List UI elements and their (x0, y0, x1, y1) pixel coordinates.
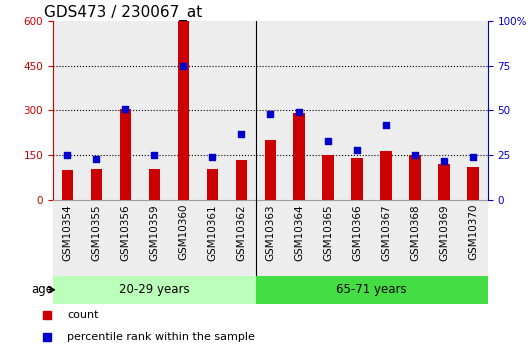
Bar (169, 200, 198, 276)
Text: GSM10364: GSM10364 (294, 204, 304, 260)
Bar (148, 169, 160, 200)
Bar (256, 200, 285, 276)
Point (150, 152, 158, 158)
Point (179, 63, 188, 68)
Bar (82, 21, 111, 200)
Point (353, 147, 361, 152)
Bar (381, 151, 392, 200)
Bar (372, 21, 401, 200)
Point (469, 154, 478, 160)
Bar (111, 200, 140, 276)
Point (208, 154, 217, 160)
Bar (351, 158, 363, 200)
Text: GSM10365: GSM10365 (323, 204, 333, 260)
Bar (207, 169, 218, 200)
Text: age: age (31, 283, 53, 296)
Bar (61, 170, 73, 200)
Text: GSM10366: GSM10366 (352, 204, 362, 260)
Bar (198, 21, 227, 200)
Bar (372, 200, 401, 276)
Text: GSM10354: GSM10354 (63, 204, 73, 260)
Bar (467, 167, 479, 200)
Bar (111, 21, 140, 200)
Text: GSM10361: GSM10361 (207, 204, 217, 260)
Bar (227, 200, 256, 276)
Bar (294, 114, 305, 200)
Point (382, 122, 391, 128)
Text: GSM10355: GSM10355 (92, 204, 101, 260)
Bar (53, 276, 256, 304)
Text: GSM10359: GSM10359 (149, 204, 160, 260)
Text: GSM10370: GSM10370 (468, 204, 478, 260)
Bar (343, 21, 372, 200)
Bar (401, 21, 430, 200)
Text: count: count (67, 310, 99, 320)
Text: GSM10360: GSM10360 (179, 204, 188, 260)
Bar (314, 21, 343, 200)
Point (63, 152, 72, 158)
Point (411, 152, 419, 158)
Text: GSM10362: GSM10362 (236, 204, 246, 260)
Bar (458, 200, 488, 276)
Text: GSM10367: GSM10367 (381, 204, 391, 260)
Bar (409, 155, 421, 200)
Bar (430, 21, 458, 200)
Text: 65-71 years: 65-71 years (337, 283, 407, 296)
Bar (401, 200, 430, 276)
Text: GSM10369: GSM10369 (439, 204, 449, 260)
Text: GSM10363: GSM10363 (266, 204, 275, 260)
Bar (458, 21, 488, 200)
Bar (322, 155, 334, 200)
Bar (140, 21, 169, 200)
Point (266, 111, 275, 117)
Bar (120, 109, 131, 200)
Bar (285, 21, 314, 200)
Text: GSM10356: GSM10356 (120, 204, 130, 260)
Bar (438, 164, 450, 200)
Bar (53, 200, 82, 276)
Bar (198, 200, 227, 276)
Text: GDS473 / 230067_at: GDS473 / 230067_at (45, 4, 202, 21)
Bar (53, 21, 82, 200)
Text: GSM10368: GSM10368 (410, 204, 420, 260)
Point (92, 156, 101, 161)
Point (324, 138, 332, 144)
Point (440, 158, 448, 164)
Bar (264, 140, 276, 200)
Bar (235, 160, 247, 200)
Bar (91, 169, 102, 200)
Bar (82, 200, 111, 276)
Bar (256, 276, 488, 304)
Bar (343, 200, 372, 276)
Text: 20-29 years: 20-29 years (119, 283, 190, 296)
Bar (256, 21, 285, 200)
Bar (285, 200, 314, 276)
Bar (169, 21, 198, 200)
Text: percentile rank within the sample: percentile rank within the sample (67, 332, 255, 342)
Point (121, 106, 130, 111)
Bar (140, 200, 169, 276)
Bar (178, 21, 189, 200)
Point (295, 109, 304, 115)
Bar (430, 200, 458, 276)
Bar (314, 200, 343, 276)
Bar (227, 21, 256, 200)
Point (237, 131, 245, 137)
